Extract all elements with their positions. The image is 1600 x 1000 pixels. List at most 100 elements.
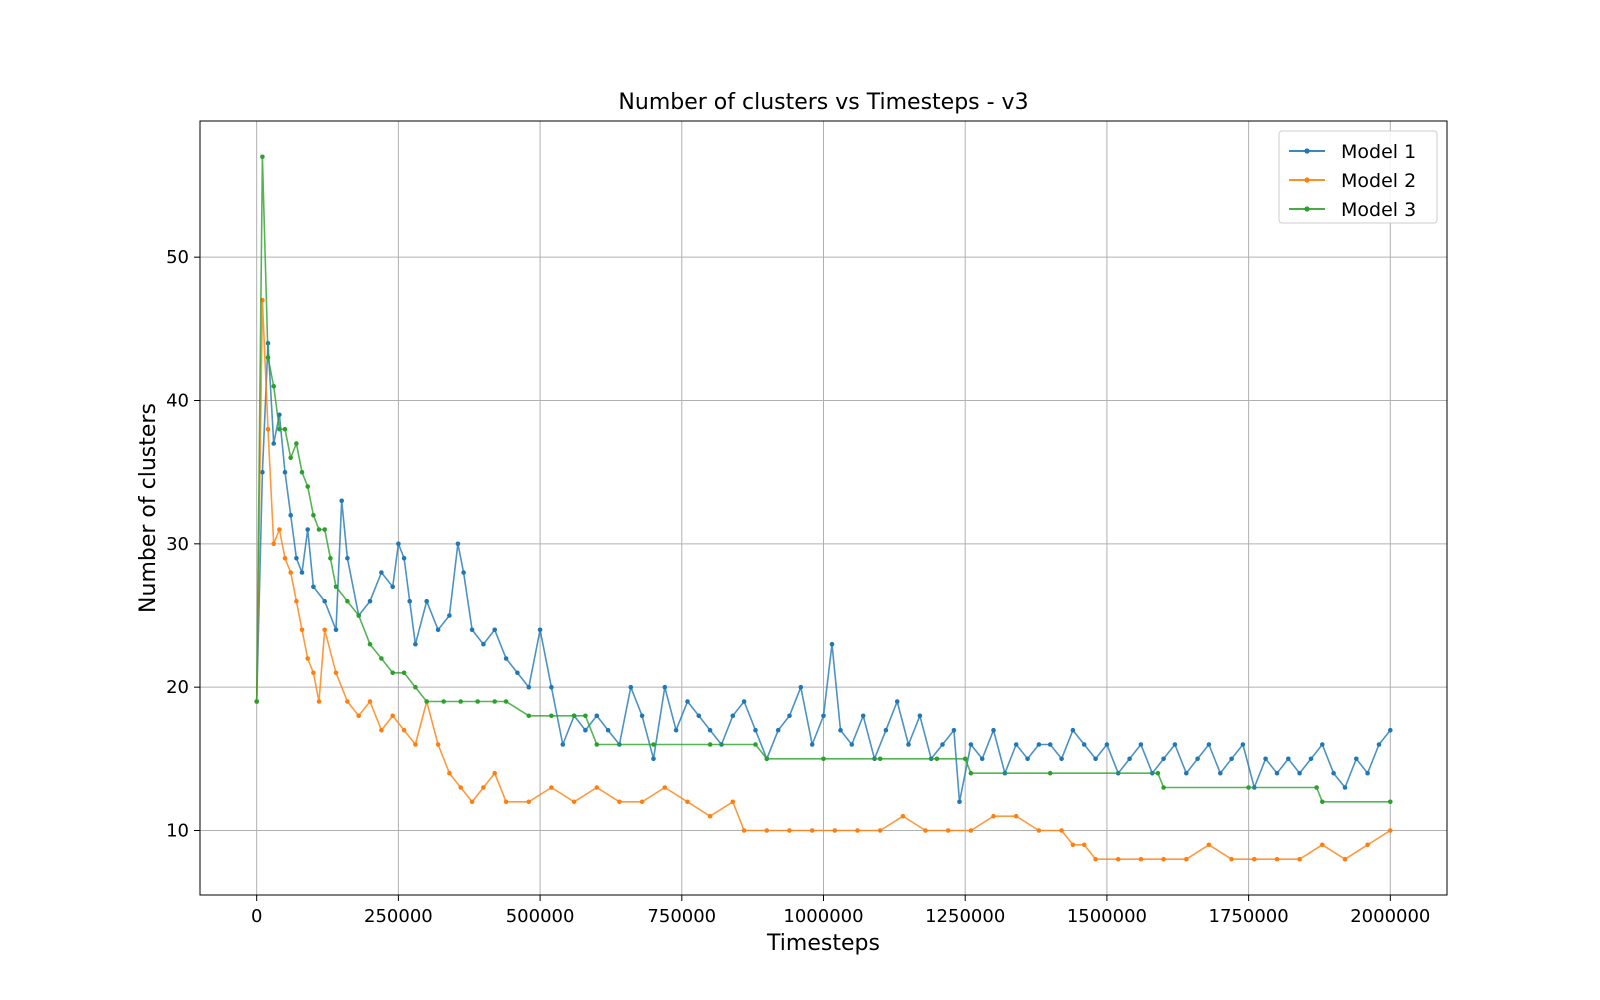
- data-point: [1093, 856, 1098, 862]
- data-point: [1059, 756, 1064, 762]
- data-point: [934, 756, 940, 762]
- data-point: [651, 742, 656, 747]
- data-point: [526, 684, 532, 690]
- data-point: [299, 570, 305, 575]
- data-point: [407, 598, 413, 604]
- data-point: [583, 713, 588, 719]
- data-point: [413, 641, 418, 647]
- data-point: [764, 756, 770, 762]
- data-point: [1155, 770, 1161, 776]
- data-point: [838, 727, 843, 733]
- data-point: [1093, 756, 1098, 762]
- data-point: [305, 656, 311, 661]
- data-point: [1286, 756, 1291, 762]
- data-point: [316, 699, 322, 704]
- x-tick-label: 1250000: [925, 906, 1005, 927]
- data-point: [294, 441, 299, 446]
- data-point: [1013, 742, 1019, 747]
- data-point: [617, 799, 622, 805]
- data-point: [1115, 856, 1121, 862]
- x-tick-label: 2000000: [1350, 906, 1430, 927]
- data-point: [503, 656, 509, 661]
- data-point: [447, 770, 452, 776]
- data-point: [798, 684, 804, 690]
- data-point: [1218, 770, 1223, 776]
- data-point: [469, 627, 475, 633]
- data-point: [282, 469, 288, 475]
- data-point: [345, 555, 350, 561]
- data-point: [322, 527, 328, 532]
- data-point: [906, 742, 911, 747]
- data-point: [764, 828, 770, 833]
- y-tick-label: 40: [166, 391, 189, 412]
- data-point: [707, 813, 713, 819]
- data-point: [991, 727, 996, 733]
- data-point: [855, 828, 860, 833]
- data-point: [1354, 756, 1359, 762]
- data-point: [1331, 770, 1336, 776]
- data-point: [571, 799, 577, 805]
- data-point: [277, 527, 282, 532]
- data-point: [787, 713, 792, 719]
- data-point: [322, 627, 328, 633]
- data-point: [1388, 799, 1393, 805]
- legend-item-model-3: Model 3: [1289, 199, 1416, 221]
- data-point: [481, 785, 486, 790]
- data-point: [260, 154, 265, 160]
- data-point: [1229, 756, 1234, 762]
- data-point: [1070, 842, 1076, 848]
- data-point: [288, 455, 294, 461]
- data-point: [1376, 742, 1382, 747]
- data-point: [594, 742, 600, 747]
- data-point: [271, 541, 277, 547]
- data-point: [917, 713, 923, 719]
- data-point: [503, 799, 509, 805]
- data-point: [288, 512, 294, 518]
- x-tick-label: 750000: [647, 906, 716, 927]
- data-point: [1320, 842, 1325, 848]
- data-point: [951, 727, 957, 733]
- data-point: [1252, 856, 1257, 862]
- data-point: [639, 799, 645, 805]
- data-point: [741, 699, 747, 704]
- data-point: [1036, 828, 1042, 833]
- data-point: [356, 613, 362, 618]
- data-point: [968, 828, 974, 833]
- data-point: [379, 570, 384, 575]
- data-point: [1184, 856, 1189, 862]
- data-point: [333, 584, 339, 590]
- data-point: [991, 813, 996, 819]
- legend-box: [1278, 130, 1438, 224]
- data-point: [1138, 856, 1144, 862]
- data-point: [333, 670, 339, 676]
- data-point: [1229, 856, 1234, 862]
- series-layer: [254, 154, 1393, 862]
- x-axis-title: Timesteps: [766, 931, 880, 956]
- data-point: [1161, 856, 1166, 862]
- data-point: [883, 727, 889, 733]
- data-point: [662, 785, 668, 790]
- data-point: [271, 383, 277, 389]
- data-point: [707, 742, 713, 747]
- data-point: [594, 713, 600, 719]
- data-point: [515, 670, 520, 676]
- data-point: [424, 598, 430, 604]
- data-point: [741, 828, 747, 833]
- data-point: [962, 756, 968, 762]
- data-point: [458, 785, 464, 790]
- x-axis-ticks: 0 250000 500000 750000 1000000 1250000 1500000…: [251, 895, 1430, 927]
- data-point: [945, 828, 951, 833]
- data-point: [441, 699, 447, 704]
- data-point: [1184, 770, 1189, 776]
- x-tick-label: 1750000: [1209, 906, 1289, 927]
- data-point: [560, 742, 566, 747]
- data-point: [968, 742, 974, 747]
- data-point: [696, 713, 702, 719]
- data-point: [1047, 742, 1053, 747]
- data-point: [367, 641, 373, 647]
- data-point: [940, 742, 945, 747]
- data-point: [821, 713, 826, 719]
- data-point: [447, 613, 452, 618]
- data-point: [685, 799, 690, 805]
